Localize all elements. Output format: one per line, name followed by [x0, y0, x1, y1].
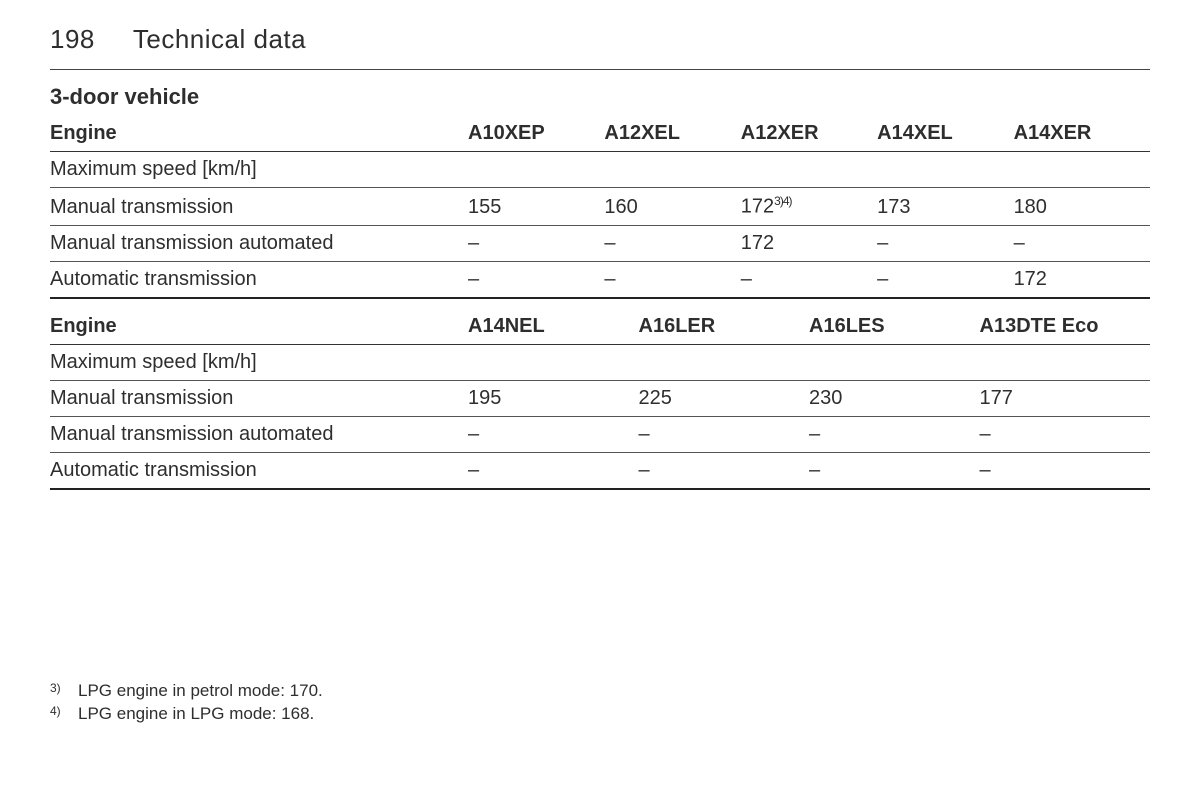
table-header-row: Engine A14NEL A16LER A16LES A13DTE Eco — [50, 309, 1150, 345]
footnote: 4) LPG engine in LPG mode: 168. — [50, 703, 1150, 726]
cell: 230 — [809, 380, 980, 416]
cell: – — [980, 416, 1151, 452]
cell: – — [604, 225, 740, 261]
row-label: Manual transmission — [50, 380, 468, 416]
row-label: Manual transmission automated — [50, 225, 468, 261]
col-engine: A14NEL — [468, 309, 639, 345]
footnotes: 3) LPG engine in petrol mode: 170. 4) LP… — [50, 680, 1150, 726]
footnote-text: LPG engine in petrol mode: 170. — [78, 680, 323, 703]
page-number: 198 — [50, 24, 95, 55]
cell: – — [468, 452, 639, 489]
cell: 173 — [877, 188, 1013, 226]
speed-table-2: Engine A14NEL A16LER A16LES A13DTE Eco M… — [50, 309, 1150, 490]
cell: 172 — [1014, 261, 1150, 298]
cell: 180 — [1014, 188, 1150, 226]
row-label: Automatic transmission — [50, 261, 468, 298]
col-engine: A14XER — [1014, 116, 1150, 152]
header-rule — [50, 69, 1150, 70]
cell: – — [468, 225, 604, 261]
cell: 177 — [980, 380, 1151, 416]
table-row: Manual transmission automated – – – – — [50, 416, 1150, 452]
table-subhead-row: Maximum speed [km/h] — [50, 344, 1150, 380]
col-engine: A13DTE Eco — [980, 309, 1151, 345]
page-header: 198 Technical data — [50, 24, 1150, 69]
table-row: Automatic transmission – – – – — [50, 452, 1150, 489]
cell: – — [639, 416, 810, 452]
footnote-mark: 3) — [50, 680, 78, 696]
cell: 1723)4) — [741, 188, 877, 226]
footnote-mark: 4) — [50, 703, 78, 719]
footnote-text: LPG engine in LPG mode: 168. — [78, 703, 314, 726]
cell: – — [980, 452, 1151, 489]
cell: – — [741, 261, 877, 298]
cell: 225 — [639, 380, 810, 416]
cell: – — [468, 261, 604, 298]
table-row: Manual transmission 155 160 1723)4) 173 … — [50, 188, 1150, 226]
subhead: Maximum speed [km/h] — [50, 152, 1150, 188]
page-title: Technical data — [133, 24, 306, 55]
cell: – — [639, 452, 810, 489]
table-row: Manual transmission automated – – 172 – … — [50, 225, 1150, 261]
cell: – — [877, 261, 1013, 298]
col-engine: A10XEP — [468, 116, 604, 152]
section-title: 3-door vehicle — [50, 84, 1150, 110]
cell: – — [1014, 225, 1150, 261]
subhead: Maximum speed [km/h] — [50, 344, 1150, 380]
col-engine-label: Engine — [50, 309, 468, 345]
col-engine: A16LER — [639, 309, 810, 345]
cell: – — [809, 416, 980, 452]
col-engine-label: Engine — [50, 116, 468, 152]
cell: – — [877, 225, 1013, 261]
cell: – — [604, 261, 740, 298]
row-label: Manual transmission automated — [50, 416, 468, 452]
cell: – — [468, 416, 639, 452]
row-label: Automatic transmission — [50, 452, 468, 489]
row-label: Manual transmission — [50, 188, 468, 226]
cell: 172 — [741, 225, 877, 261]
table-row: Manual transmission 195 225 230 177 — [50, 380, 1150, 416]
cell: 155 — [468, 188, 604, 226]
cell: 160 — [604, 188, 740, 226]
table-row: Automatic transmission – – – – 172 — [50, 261, 1150, 298]
cell: – — [809, 452, 980, 489]
table-header-row: Engine A10XEP A12XEL A12XER A14XEL A14XE… — [50, 116, 1150, 152]
col-engine: A16LES — [809, 309, 980, 345]
cell: 195 — [468, 380, 639, 416]
speed-table-1: Engine A10XEP A12XEL A12XER A14XEL A14XE… — [50, 116, 1150, 299]
col-engine: A12XEL — [604, 116, 740, 152]
footnote: 3) LPG engine in petrol mode: 170. — [50, 680, 1150, 703]
col-engine: A12XER — [741, 116, 877, 152]
table-subhead-row: Maximum speed [km/h] — [50, 152, 1150, 188]
footnote-ref: 3)4) — [774, 194, 791, 208]
col-engine: A14XEL — [877, 116, 1013, 152]
